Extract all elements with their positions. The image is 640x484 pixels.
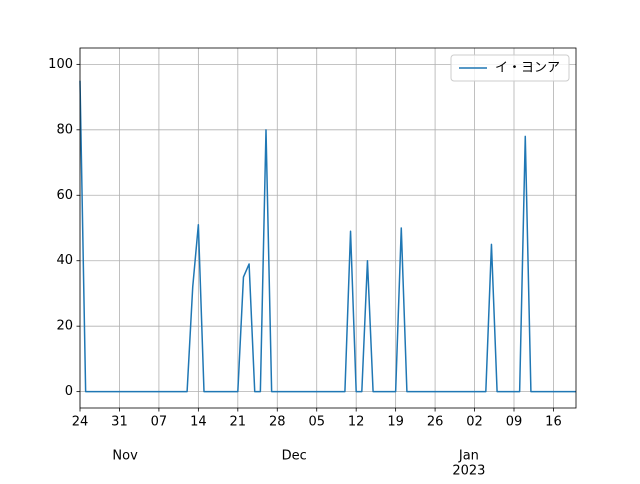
x-tick-label: 24 bbox=[72, 415, 89, 430]
x-tick-label: 26 bbox=[427, 415, 444, 430]
data-line bbox=[79, 80, 576, 393]
y-tick-label: 0 bbox=[65, 384, 73, 399]
y-tick-label: 100 bbox=[48, 57, 73, 72]
x-tick-label: 16 bbox=[545, 415, 562, 430]
x-tick-label: 12 bbox=[348, 415, 365, 430]
year-label: 2023 bbox=[452, 464, 485, 479]
legend-box bbox=[450, 54, 570, 82]
x-tick-label: 31 bbox=[111, 415, 128, 430]
axes-frame bbox=[79, 47, 577, 409]
x-tick-label: 09 bbox=[506, 415, 523, 430]
y-tick-label: 40 bbox=[56, 253, 73, 268]
month-label: Dec bbox=[282, 449, 307, 464]
x-tick-label: 07 bbox=[151, 415, 168, 430]
y-tick-label: 60 bbox=[56, 188, 73, 203]
plot bbox=[79, 80, 576, 393]
x-tick-label: 05 bbox=[308, 415, 325, 430]
month-label: Nov bbox=[112, 449, 138, 464]
legend: イ・ヨンア bbox=[450, 54, 570, 82]
x-tick-label: 02 bbox=[466, 415, 483, 430]
legend-label: イ・ヨンア bbox=[495, 61, 560, 76]
month-label: Jan bbox=[458, 449, 479, 464]
x-tick-label: 21 bbox=[230, 415, 247, 430]
x-tick-label: 14 bbox=[190, 415, 207, 430]
x-tick-label: 28 bbox=[269, 415, 286, 430]
x-tick-label: 19 bbox=[387, 415, 404, 430]
y-tick-label: 20 bbox=[56, 319, 73, 334]
y-tick-label: 80 bbox=[56, 122, 73, 137]
